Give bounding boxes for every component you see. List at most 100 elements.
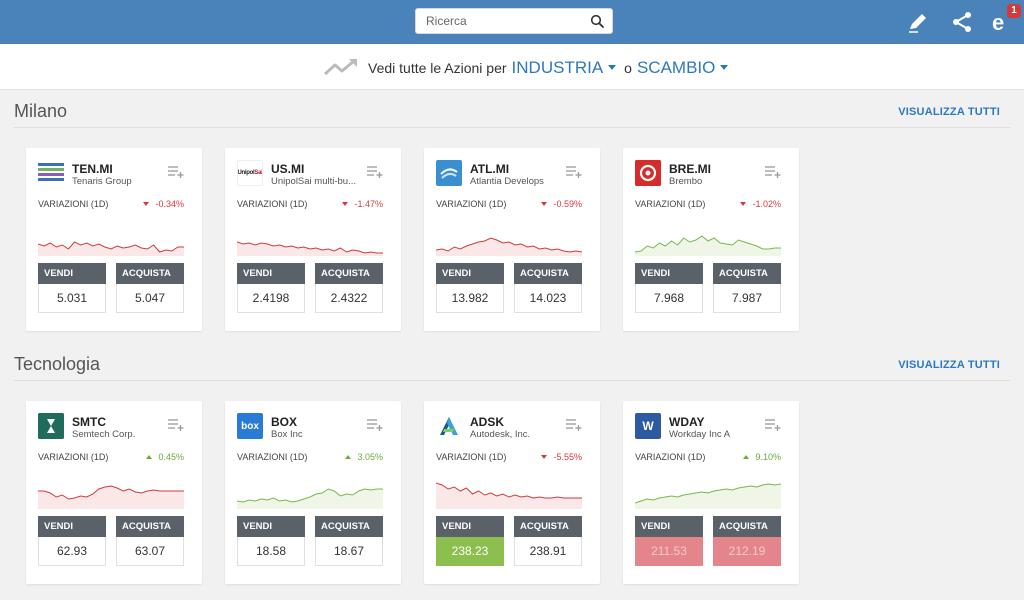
stock-card[interactable]: ATL.MI Atlantia Develops VARIAZIONI (1D) -0… bbox=[424, 148, 600, 331]
company-logo-icon: W bbox=[635, 413, 661, 439]
sell-button[interactable]: VENDI 5.031 bbox=[38, 263, 106, 313]
view-all-milano-link[interactable]: VISUALIZZA TUTTI bbox=[898, 106, 1000, 118]
stock-card[interactable]: W WDAY Workday Inc A VARIAZIONI (1D) 9.10% VE… bbox=[623, 401, 799, 584]
sell-button[interactable]: VENDI 2.4198 bbox=[237, 263, 305, 313]
company-name: Atlantia Develops bbox=[470, 176, 544, 187]
stock-card[interactable]: BRE.MI Brembo VARIAZIONI (1D) -1.02% VENDI 7.… bbox=[623, 148, 799, 331]
change-text: 9.10% bbox=[755, 452, 781, 462]
price-sparkline bbox=[237, 488, 383, 509]
sell-button[interactable]: VENDI 62.93 bbox=[38, 516, 106, 566]
trend-arrow-icon bbox=[740, 202, 747, 206]
sparkline-area bbox=[38, 486, 184, 509]
change-text: -1.02% bbox=[752, 199, 781, 209]
change-label: VARIAZIONI (1D) bbox=[237, 452, 308, 462]
add-to-watchlist-icon[interactable] bbox=[168, 165, 184, 179]
notifications-icon[interactable]: e bbox=[988, 8, 1016, 36]
company-name: Workday Inc A bbox=[669, 429, 731, 440]
buy-label: ACQUISTA bbox=[315, 516, 383, 537]
sell-button[interactable]: VENDI 13.982 bbox=[436, 263, 504, 313]
stock-symbol[interactable]: SMTC bbox=[72, 415, 106, 429]
section-title-milano: Milano bbox=[14, 101, 68, 121]
company-logo-icon bbox=[436, 160, 462, 186]
industry-label: INDUSTRIA bbox=[511, 58, 604, 77]
company-logo-icon: UnipolSai bbox=[237, 160, 263, 186]
sell-button[interactable]: VENDI 18.58 bbox=[237, 516, 305, 566]
change-text: 3.05% bbox=[357, 452, 383, 462]
divider bbox=[14, 380, 1010, 381]
add-to-watchlist-icon[interactable] bbox=[566, 165, 582, 179]
stock-card[interactable]: TEN.MI Tenaris Group VARIAZIONI (1D) -0.34%… bbox=[26, 148, 202, 331]
stock-card[interactable]: UnipolSai US.MI UnipolSai multi-bu... VARIA… bbox=[225, 148, 401, 331]
share-icon[interactable] bbox=[948, 8, 976, 36]
change-value: 9.10% bbox=[743, 452, 781, 462]
buy-button[interactable]: ACQUISTA 14.023 bbox=[514, 263, 582, 313]
stock-card[interactable]: ADSK Autodesk, Inc. VARIAZIONI (1D) -5.55% V… bbox=[424, 401, 600, 584]
sparkline-line bbox=[635, 235, 781, 253]
buy-button[interactable]: ACQUISTA 18.67 bbox=[315, 516, 383, 566]
buy-button[interactable]: ACQUISTA 63.07 bbox=[116, 516, 184, 566]
stock-symbol[interactable]: BRE.MI bbox=[669, 162, 711, 176]
sell-label: VENDI bbox=[635, 516, 703, 537]
sell-button[interactable]: VENDI 238.23 bbox=[436, 516, 504, 566]
sell-label: VENDI bbox=[436, 263, 504, 284]
company-name: Semtech Corp. bbox=[72, 429, 136, 440]
buy-button[interactable]: ACQUISTA 238.91 bbox=[514, 516, 582, 566]
price-sparkline bbox=[635, 483, 781, 509]
edit-icon[interactable] bbox=[904, 8, 932, 36]
buy-button[interactable]: ACQUISTA 212.19 bbox=[713, 516, 781, 566]
sell-label: VENDI bbox=[635, 263, 703, 284]
buy-price: 5.047 bbox=[116, 284, 184, 313]
add-to-watchlist-icon[interactable] bbox=[367, 418, 383, 432]
stock-symbol[interactable]: WDAY bbox=[669, 415, 705, 429]
exchange-dropdown[interactable]: SCAMBIO bbox=[637, 58, 729, 78]
svg-text:e: e bbox=[992, 10, 1004, 35]
sub-header: Vedi tutte le Azioni per INDUSTRIA o SCA… bbox=[0, 44, 1024, 90]
section-title-tecnologia: Tecnologia bbox=[14, 354, 101, 374]
divider bbox=[14, 127, 1010, 128]
company-name: UnipolSai multi-bu... bbox=[271, 176, 357, 187]
stock-card[interactable]: box BOX Box Inc VARIAZIONI (1D) 3.05% VENDI 18… bbox=[225, 401, 401, 584]
industry-dropdown[interactable]: INDUSTRIA bbox=[512, 58, 617, 78]
trend-arrow-icon bbox=[541, 202, 548, 206]
trend-arrow-icon bbox=[541, 455, 548, 459]
company-logo-icon bbox=[38, 160, 64, 186]
add-to-watchlist-icon[interactable] bbox=[367, 165, 383, 179]
sparkline-line bbox=[38, 241, 184, 253]
buy-button[interactable]: ACQUISTA 5.047 bbox=[116, 263, 184, 313]
sell-label: VENDI bbox=[436, 516, 504, 537]
buy-price: 14.023 bbox=[514, 284, 582, 313]
add-to-watchlist-icon[interactable] bbox=[765, 418, 781, 432]
chevron-down-icon bbox=[608, 64, 617, 70]
buy-price: 2.4322 bbox=[315, 284, 383, 313]
sell-button[interactable]: VENDI 211.53 bbox=[635, 516, 703, 566]
buy-button[interactable]: ACQUISTA 2.4322 bbox=[315, 263, 383, 313]
change-label: VARIAZIONI (1D) bbox=[436, 199, 507, 209]
buy-button[interactable]: ACQUISTA 7.987 bbox=[713, 263, 781, 313]
sell-price: 7.968 bbox=[635, 284, 703, 313]
stock-card[interactable]: SMTC Semtech Corp. VARIAZIONI (1D) 0.45% VEN… bbox=[26, 401, 202, 584]
stock-symbol[interactable]: TEN.MI bbox=[72, 162, 113, 176]
search-box[interactable] bbox=[415, 8, 613, 34]
stock-symbol[interactable]: US.MI bbox=[271, 162, 305, 176]
add-to-watchlist-icon[interactable] bbox=[765, 165, 781, 179]
buy-label: ACQUISTA bbox=[514, 516, 582, 537]
sell-label: VENDI bbox=[237, 516, 305, 537]
company-logo-icon bbox=[436, 413, 462, 439]
search-icon[interactable] bbox=[590, 14, 604, 28]
sell-button[interactable]: VENDI 7.968 bbox=[635, 263, 703, 313]
view-all-tecnologia-link[interactable]: VISUALIZZA TUTTI bbox=[898, 359, 1000, 371]
sparkline-line bbox=[436, 482, 582, 499]
add-to-watchlist-icon[interactable] bbox=[566, 418, 582, 432]
stock-symbol[interactable]: ADSK bbox=[470, 415, 505, 429]
change-text: -1.47% bbox=[354, 199, 383, 209]
sparkline-area bbox=[436, 483, 582, 509]
stock-symbol[interactable]: ATL.MI bbox=[470, 162, 510, 176]
company-name: Brembo bbox=[669, 176, 703, 187]
stock-symbol[interactable]: BOX bbox=[271, 415, 298, 429]
search-input[interactable] bbox=[416, 9, 586, 33]
add-to-watchlist-icon[interactable] bbox=[168, 418, 184, 432]
sell-price: 13.982 bbox=[436, 284, 504, 313]
sparkline-line bbox=[436, 237, 582, 253]
change-value: -1.02% bbox=[740, 199, 781, 209]
change-label: VARIAZIONI (1D) bbox=[635, 452, 706, 462]
